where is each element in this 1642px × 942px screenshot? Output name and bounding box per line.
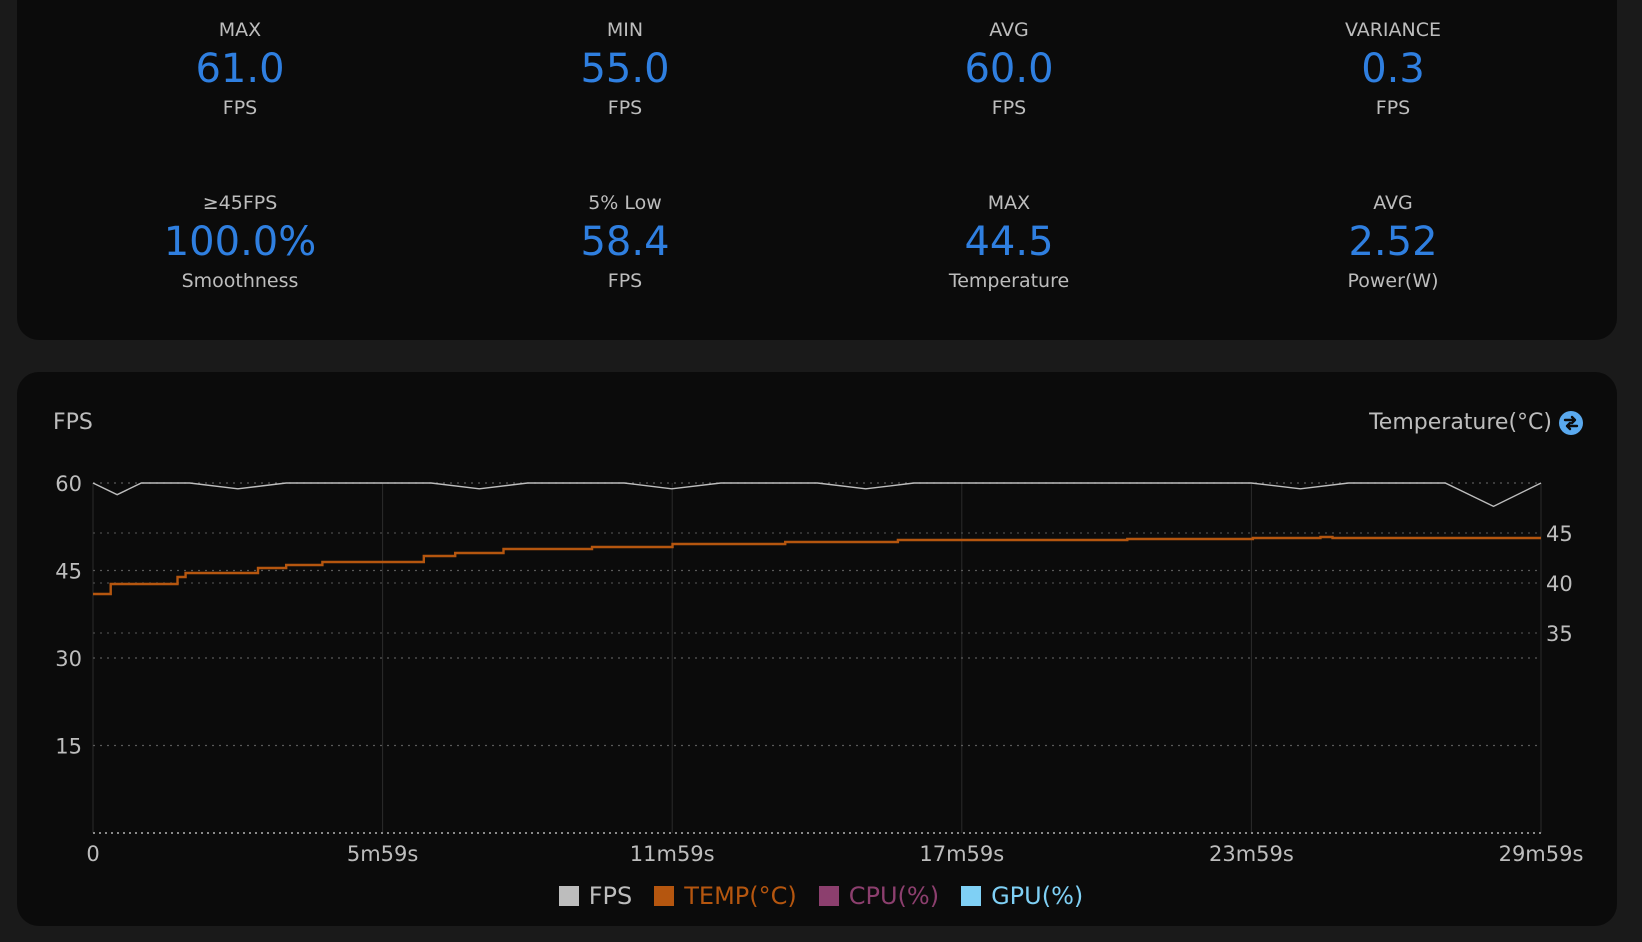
stat-card: ≥45FPS 100.0% Smoothness [90, 191, 390, 293]
y-left-tick-label: 15 [55, 735, 82, 759]
stat-card: MIN 55.0 FPS [475, 18, 775, 120]
series-line [92, 482, 1542, 508]
legend-swatch [818, 886, 839, 906]
stat-label: AVG [989, 19, 1029, 41]
legend-item[interactable]: FPS [558, 882, 633, 910]
stat-value: 2.52 [1348, 219, 1438, 265]
stat-value: 61.0 [195, 46, 285, 92]
chart-legend: FPS TEMP(°C) CPU(%) GPU(%) [0, 882, 1642, 910]
x-tick-label: 0 [86, 842, 99, 866]
stat-unit: Smoothness [181, 270, 299, 292]
stat-value: 0.3 [1361, 46, 1425, 92]
legend-label: TEMP(°C) [684, 882, 797, 910]
stat-label: ≥45FPS [202, 192, 278, 214]
swap-axis-icon[interactable] [1559, 411, 1583, 435]
x-tick-label: 29m59s [1499, 842, 1584, 866]
x-tick-label: 11m59s [630, 842, 715, 866]
stat-card: AVG 60.0 FPS [859, 18, 1159, 120]
x-tick-label: 17m59s [919, 842, 1004, 866]
y-right-tick-label: 45 [1546, 522, 1573, 546]
legend-swatch [654, 886, 675, 906]
stat-value: 44.5 [964, 219, 1054, 265]
y-left-tick-label: 45 [55, 560, 82, 584]
stat-card: AVG 2.52 Power(W) [1243, 191, 1543, 293]
y-right-tick-label: 40 [1546, 572, 1573, 596]
chart-panel [17, 372, 1617, 926]
left-axis-title: FPS [53, 410, 93, 435]
series-line [93, 535, 1541, 596]
stat-value: 58.4 [580, 219, 670, 265]
stat-value: 60.0 [964, 46, 1054, 92]
stat-label: MIN [606, 19, 644, 41]
legend-item[interactable]: TEMP(°C) [654, 882, 797, 910]
y-left-tick-label: 60 [55, 472, 82, 496]
right-axis-title: Temperature(°C) [1369, 410, 1552, 435]
stat-card: 5% Low 58.4 FPS [475, 191, 775, 293]
stat-unit: FPS [607, 270, 643, 292]
legend-item[interactable]: GPU(%) [961, 882, 1083, 910]
y-left-tick-label: 30 [55, 647, 82, 671]
stat-unit: FPS [222, 97, 258, 119]
legend-label: GPU(%) [991, 882, 1084, 910]
stat-card: VARIANCE 0.3 FPS [1243, 18, 1543, 120]
x-tick-label: 5m59s [347, 842, 418, 866]
stats-panel [17, 0, 1617, 340]
stat-label: MAX [218, 19, 262, 41]
stat-label: 5% Low [588, 192, 662, 214]
legend-item[interactable]: CPU(%) [818, 882, 940, 910]
stat-value: 55.0 [580, 46, 670, 92]
stat-unit: Temperature [948, 270, 1070, 292]
stat-label: AVG [1373, 192, 1413, 214]
stat-unit: Power(W) [1347, 270, 1439, 292]
legend-swatch [961, 886, 982, 906]
stat-unit: FPS [607, 97, 643, 119]
y-right-tick-label: 35 [1546, 622, 1573, 646]
stat-card: MAX 61.0 FPS [90, 18, 390, 120]
stat-label: VARIANCE [1344, 19, 1442, 41]
stat-value: 100.0% [163, 219, 317, 265]
legend-swatch [558, 886, 579, 906]
legend-label: CPU(%) [848, 882, 940, 910]
stat-unit: FPS [991, 97, 1027, 119]
x-tick-label: 23m59s [1209, 842, 1294, 866]
stat-unit: FPS [1375, 97, 1411, 119]
stat-label: MAX [987, 192, 1031, 214]
legend-label: FPS [588, 882, 633, 910]
stat-card: MAX 44.5 Temperature [859, 191, 1159, 293]
